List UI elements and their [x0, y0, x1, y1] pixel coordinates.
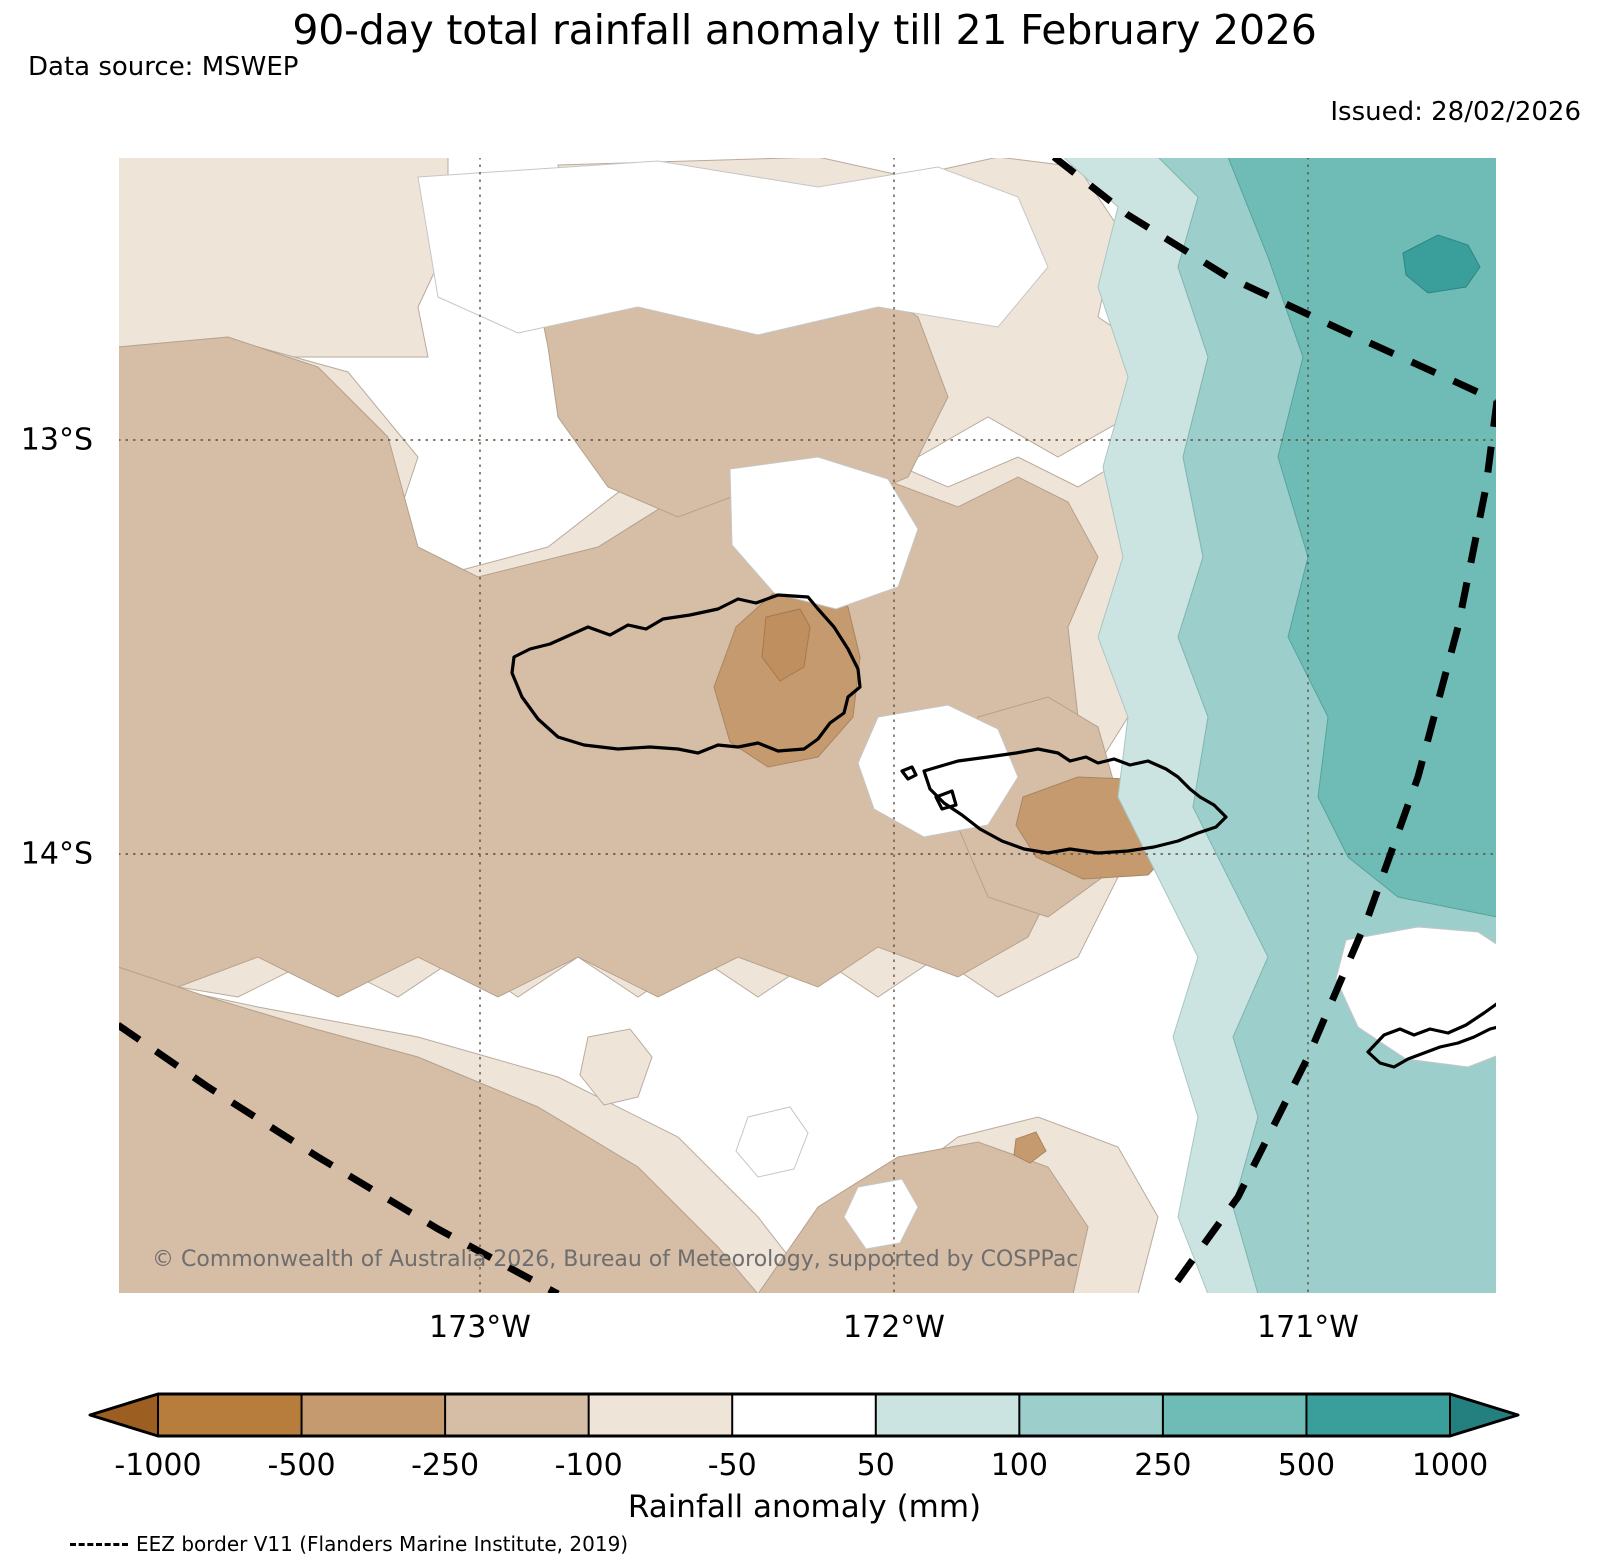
coastline-tutuila: [1366, 1001, 1497, 1069]
colorbar-tick-labels: -1000 -500 -250 -100 -50 50 100 250 500 1000: [0, 1448, 1609, 1490]
page-title: 90-day total rainfall anomaly till 21 Fe…: [292, 6, 1317, 54]
band-neg500-neg250-speck: [1013, 1131, 1047, 1164]
map-plot-area[interactable]: [118, 157, 1497, 1294]
plot-frame: [118, 157, 1497, 1294]
colorbar[interactable]: [0, 1378, 1609, 1448]
coastline-manono: [934, 789, 958, 811]
band-neg50-50-midgap-b: [857, 704, 1019, 838]
colorbar-segment: [1162, 1394, 1307, 1436]
colorbar-segment: [732, 1394, 876, 1436]
colorbar-tick-label: -250: [411, 1448, 480, 1483]
coastline-group: [510, 593, 1497, 1069]
lon-tick-171W: 171°W: [1257, 1310, 1359, 1345]
colorbar-tick-label: 100: [990, 1448, 1048, 1483]
colorbar-svg: [88, 1392, 1520, 1438]
colorbar-tick-label: -1000: [114, 1448, 202, 1483]
data-source-label: Data source: MSWEP: [28, 52, 299, 82]
lat-tick-13S: 13°S: [20, 422, 93, 458]
colorbar-segments: [90, 1394, 1518, 1436]
eez-border-north: [1051, 157, 1497, 405]
band-neg500-core-savaii: [761, 608, 811, 682]
colorbar-tick-label: -500: [267, 1448, 336, 1483]
colorbar-tick-label: -50: [707, 1448, 757, 1483]
colorbar-tick-label: -100: [554, 1448, 623, 1483]
coastline-apolima: [900, 765, 918, 781]
band-neg50-50-tutuila: [1335, 926, 1497, 1068]
lon-tick-172W: 172°W: [843, 1310, 945, 1345]
colorbar-segment: [1019, 1394, 1163, 1436]
band-neg250-neg100-d: [757, 1141, 1089, 1294]
graticule-grid: [118, 157, 1497, 1294]
lon-tick-173W: 173°W: [429, 1310, 531, 1345]
band-neg50-50-hole-a: [579, 1028, 653, 1106]
rainfall-anomaly-contour-map: [118, 157, 1497, 1294]
colorbar-segment: [301, 1394, 446, 1436]
band-neg50-50-midgap: [729, 456, 919, 610]
issued-date-label: Issued: 28/02/2026: [1330, 97, 1581, 127]
colorbar-segment: [1306, 1394, 1450, 1436]
colorbar-segment: [588, 1394, 733, 1436]
eez-border: [118, 157, 1497, 1294]
band-500-1000-patch: [1402, 234, 1481, 294]
colorbar-extend-max: [1450, 1394, 1518, 1436]
colorbar-tick-label: 50: [856, 1448, 895, 1483]
eez-dash-icon: [70, 1542, 128, 1546]
colorbar-tick-label: 250: [1134, 1448, 1192, 1483]
colorbar-border: [88, 1392, 1520, 1438]
colorbar-segment: [158, 1394, 302, 1436]
eez-legend: EEZ border V11 (Flanders Marine Institut…: [70, 1532, 628, 1556]
contour-band-group: [118, 157, 1497, 1294]
colorbar-tick-label: 500: [1277, 1448, 1336, 1483]
colorbar-segment: [445, 1394, 589, 1436]
band-neg250-neg100-b: [118, 966, 759, 1294]
colorbar-tick-label: 1000: [1411, 1448, 1489, 1483]
lat-tick-14S: 14°S: [20, 836, 93, 872]
band-neg50-50-gap-upper: [417, 160, 1049, 336]
band-neg50-50-hole-c: [843, 1178, 919, 1250]
eez-border-east: [1165, 400, 1497, 1294]
band-neg50-50-hole-b: [735, 1106, 809, 1178]
eez-border-southwest: [118, 1022, 560, 1294]
colorbar-outline: [88, 1392, 1520, 1438]
colorbar-extend-min: [90, 1394, 158, 1436]
eez-legend-label: EEZ border V11 (Flanders Marine Institut…: [136, 1532, 629, 1556]
colorbar-axis-title: Rainfall anomaly (mm): [627, 1489, 982, 1525]
colorbar-segment: [875, 1394, 1020, 1436]
coastline-upolu: [922, 747, 1228, 855]
coastline-savaii: [510, 593, 862, 755]
